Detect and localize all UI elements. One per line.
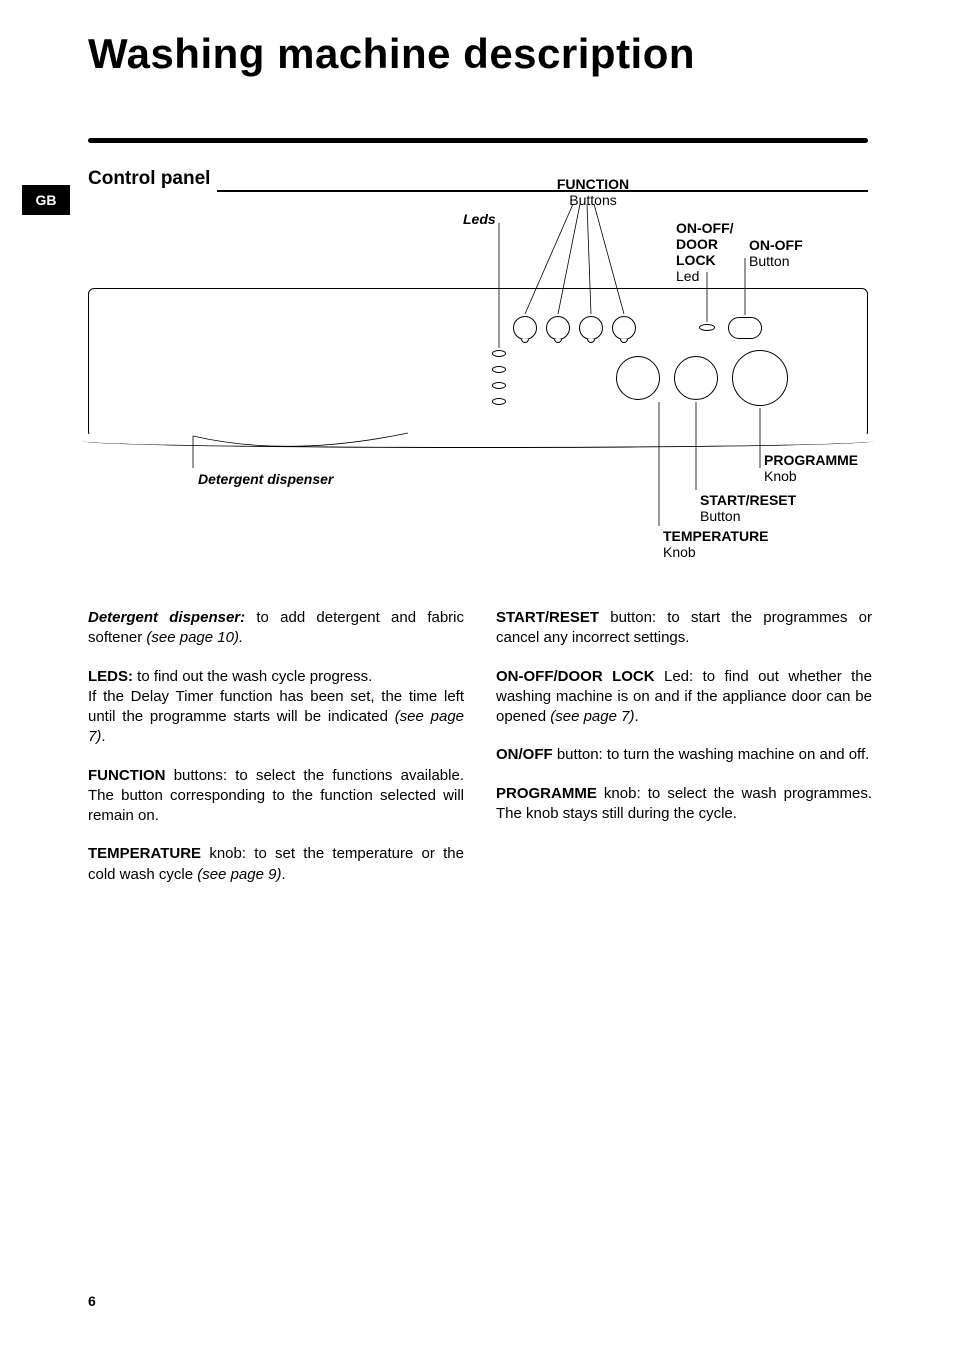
para-ref: (see page 9) xyxy=(197,866,281,883)
callout-detergent: Detergent dispenser xyxy=(198,471,333,487)
body-column-right: START/RESET button: to start the program… xyxy=(496,608,872,842)
callout-programme: PROGRAMME Knob xyxy=(764,452,858,484)
temperature-knob xyxy=(616,356,660,400)
control-panel-diagram: FUNCTION Buttons Leds ON-OFF/ DOOR LOCK … xyxy=(88,168,868,568)
para-temperature: TEMPERATURE knob: to set the temperature… xyxy=(88,844,464,885)
callout-title: TEMPERATURE xyxy=(663,528,769,544)
callout-temperature: TEMPERATURE Knob xyxy=(663,528,769,560)
para-onoff-lock: ON-OFF/DOOR LOCK Led: to find out whethe… xyxy=(496,667,872,728)
para-lead: ON-OFF/DOOR LOCK xyxy=(496,668,655,685)
callout-function: FUNCTION Buttons xyxy=(548,176,638,208)
door-lock-led xyxy=(699,324,715,331)
led-indicator xyxy=(492,398,506,405)
para-text: button: to turn the washing machine on a… xyxy=(553,746,870,763)
callout-line: LOCK xyxy=(676,252,734,268)
callout-leds: Leds xyxy=(463,211,496,227)
callout-title: FUNCTION xyxy=(548,176,638,192)
para-lead: LEDS: xyxy=(88,668,133,685)
para-leds: LEDS: to find out the wash cycle progres… xyxy=(88,667,464,748)
start-reset-knob xyxy=(674,356,718,400)
function-button xyxy=(579,316,603,340)
page-title: Washing machine description xyxy=(88,30,695,78)
callout-line: ON-OFF/ xyxy=(676,220,734,236)
callout-onoff-lock: ON-OFF/ DOOR LOCK Led xyxy=(676,220,734,284)
para-onoff: ON/OFF button: to turn the washing machi… xyxy=(496,745,872,765)
callout-sub: Button xyxy=(700,508,796,524)
para-lead: START/RESET xyxy=(496,609,599,626)
onoff-button-shape xyxy=(728,317,762,339)
para-function: FUNCTION buttons: to select the function… xyxy=(88,766,464,827)
para-ref: (see page 7) xyxy=(550,708,634,725)
para-lead: FUNCTION xyxy=(88,767,166,784)
page-number: 6 xyxy=(88,1293,96,1309)
led-indicator xyxy=(492,366,506,373)
para-programme: PROGRAMME knob: to select the wash progr… xyxy=(496,784,872,825)
callout-title: PROGRAMME xyxy=(764,452,858,468)
callout-title: ON-OFF xyxy=(749,237,803,253)
para-start-reset: START/RESET button: to start the program… xyxy=(496,608,872,649)
para-lead: TEMPERATURE xyxy=(88,845,201,862)
panel-bottom-curve xyxy=(82,434,874,448)
callout-start-reset: START/RESET Button xyxy=(700,492,796,524)
para-lead: ON/OFF xyxy=(496,746,553,763)
programme-knob xyxy=(732,350,788,406)
callout-sub: Led xyxy=(676,268,734,284)
function-button xyxy=(546,316,570,340)
callout-sub: Knob xyxy=(764,468,858,484)
language-tab: GB xyxy=(22,185,70,215)
callout-sub: Buttons xyxy=(548,192,638,208)
function-button xyxy=(513,316,537,340)
callout-sub: Button xyxy=(749,253,803,269)
callout-title: START/RESET xyxy=(700,492,796,508)
led-indicator xyxy=(492,382,506,389)
para-lead: PROGRAMME xyxy=(496,785,597,802)
led-indicator xyxy=(492,350,506,357)
callout-sub: Knob xyxy=(663,544,769,560)
callout-onoff: ON-OFF Button xyxy=(749,237,803,269)
para-lead: Detergent dispenser: xyxy=(88,609,245,626)
callout-line: DOOR xyxy=(676,236,734,252)
horizontal-rule xyxy=(88,138,868,143)
para-detergent: Detergent dispenser: to add detergent an… xyxy=(88,608,464,649)
function-button xyxy=(612,316,636,340)
para-ref: (see page 10). xyxy=(146,629,243,646)
body-column-left: Detergent dispenser: to add detergent an… xyxy=(88,608,464,903)
para-text: to find out the wash cycle progress. xyxy=(133,668,372,685)
